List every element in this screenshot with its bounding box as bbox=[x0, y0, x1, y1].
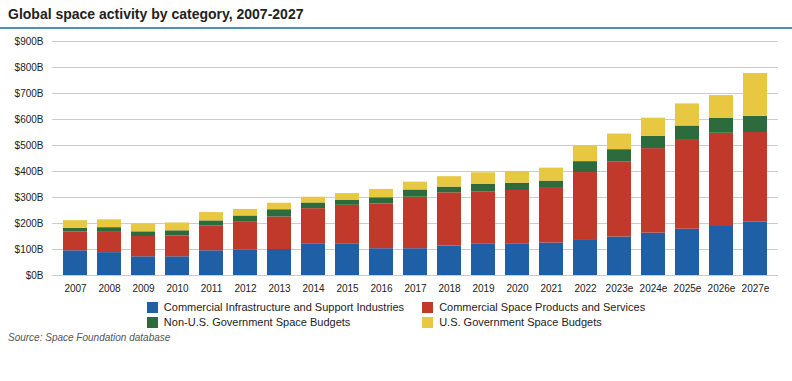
svg-text:2015: 2015 bbox=[336, 283, 359, 294]
svg-text:2016: 2016 bbox=[370, 283, 393, 294]
svg-text:2019: 2019 bbox=[472, 283, 495, 294]
html-text:Source: Space Foundation datab: Source: Space Foundation database bbox=[8, 332, 171, 343]
svg-text:$400B: $400B bbox=[15, 166, 44, 177]
html-text:Global space activity by categ: Global space activity by category, 2007-… bbox=[8, 6, 304, 22]
svg-text:2022: 2022 bbox=[574, 283, 597, 294]
svg-text:2010: 2010 bbox=[166, 283, 189, 294]
svg-text:2008: 2008 bbox=[98, 283, 121, 294]
svg-text:$0B: $0B bbox=[26, 270, 44, 281]
svg-text:2020: 2020 bbox=[506, 283, 529, 294]
svg-text:$600B: $600B bbox=[15, 114, 44, 125]
svg-text:2014: 2014 bbox=[302, 283, 325, 294]
svg-text:2021: 2021 bbox=[540, 283, 563, 294]
svg-text:2025e: 2025e bbox=[674, 283, 702, 294]
svg-text:2007: 2007 bbox=[64, 283, 87, 294]
svg-text:$900B: $900B bbox=[15, 36, 44, 47]
svg-text:$800B: $800B bbox=[15, 62, 44, 73]
svg-text:2026e: 2026e bbox=[708, 283, 736, 294]
svg-text:2027e: 2027e bbox=[742, 283, 770, 294]
svg-text:2023e: 2023e bbox=[606, 283, 634, 294]
svg-text:2011: 2011 bbox=[201, 283, 223, 294]
html-text:Non-U.S. Government Space Budg: Non-U.S. Government Space Budgets bbox=[163, 316, 351, 328]
svg-text:2013: 2013 bbox=[268, 283, 291, 294]
svg-text:$100B: $100B bbox=[15, 244, 44, 255]
html-text:Commercial Space Products and: Commercial Space Products and Services bbox=[439, 301, 646, 313]
svg-text:$700B: $700B bbox=[15, 88, 44, 99]
svg-text:$500B: $500B bbox=[15, 140, 44, 151]
svg-text:$300B: $300B bbox=[15, 192, 44, 203]
svg-text:2012: 2012 bbox=[234, 283, 257, 294]
html-text:Commercial Infrastructure and: Commercial Infrastructure and Support In… bbox=[163, 301, 405, 313]
svg-text:2024e: 2024e bbox=[640, 283, 668, 294]
svg-text:$200B: $200B bbox=[15, 218, 44, 229]
html-text:U.S. Government Space Budgets: U.S. Government Space Budgets bbox=[439, 316, 602, 328]
svg-text:2009: 2009 bbox=[132, 283, 155, 294]
svg-text:2018: 2018 bbox=[438, 283, 461, 294]
svg-text:2017: 2017 bbox=[404, 283, 427, 294]
